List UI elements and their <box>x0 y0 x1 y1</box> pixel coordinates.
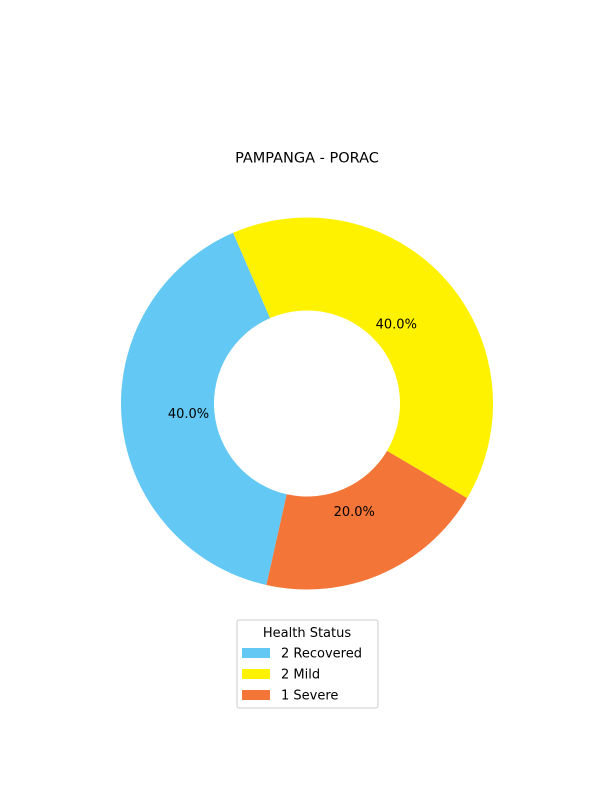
legend-items: 2 Recovered 2 Mild 1 Severe <box>242 647 362 704</box>
slice-recovered <box>121 232 287 586</box>
legend-label-recovered: 2 Recovered <box>281 647 362 662</box>
legend-frame <box>236 619 379 709</box>
percent-label-recovered: 40.0% <box>168 407 209 422</box>
slice-severe <box>266 450 468 590</box>
legend-swatch-mild <box>242 669 270 679</box>
legend-label-severe: 1 Severe <box>281 689 338 704</box>
slice-mild <box>233 217 493 499</box>
legend-swatch-severe <box>242 690 270 700</box>
percent-label-severe: 20.0% <box>334 505 375 520</box>
percent-labels: 40.0% 40.0% 20.0% <box>168 317 417 520</box>
legend-swatch-recovered <box>242 648 270 658</box>
percent-label-mild: 40.0% <box>376 317 417 332</box>
legend: Health Status 2 Recovered 2 Mild 1 Severe <box>236 619 379 709</box>
donut-slices <box>121 217 493 590</box>
legend-title: Health Status <box>263 626 351 641</box>
chart-title: PAMPANGA - PORAC <box>235 151 379 167</box>
legend-label-mild: 2 Mild <box>281 668 320 683</box>
